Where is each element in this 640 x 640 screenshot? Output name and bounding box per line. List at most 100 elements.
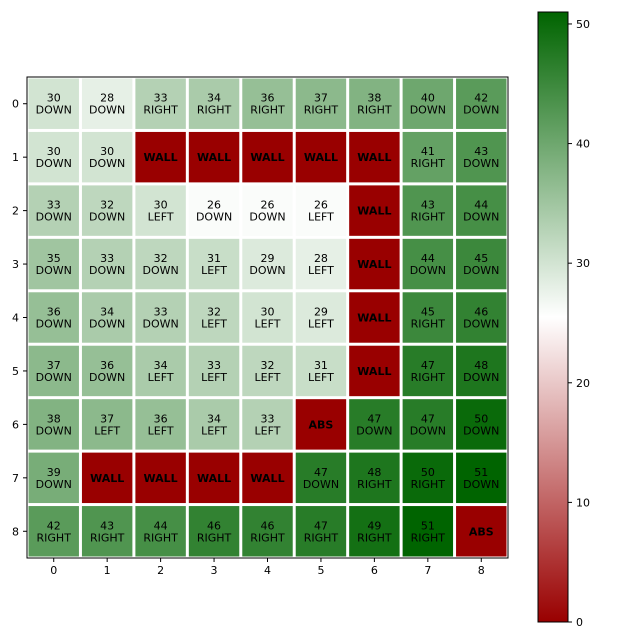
cell-action: DOWN — [36, 371, 72, 384]
cell-action: DOWN — [356, 424, 392, 437]
heatmap-cell — [349, 292, 400, 343]
heatmap-cell — [295, 131, 347, 183]
heatmap-cell — [81, 78, 133, 129]
cell-action: RIGHT — [357, 478, 392, 491]
heatmap-cell — [188, 399, 240, 450]
y-axis: 0 1 2 3 4 5 6 7 8 — [12, 98, 27, 538]
heatmap-cell — [135, 238, 186, 290]
cell-label: WALL — [250, 472, 284, 485]
cell-value: 43 — [474, 145, 488, 158]
heatmap-cell — [402, 238, 454, 290]
cell-action: DOWN — [463, 264, 499, 277]
cell-value: 26 — [314, 199, 328, 212]
heatmap-cell — [295, 345, 347, 397]
cell-action: RIGHT — [411, 157, 446, 170]
heatmap-cell — [28, 185, 79, 236]
x-tick-label: 7 — [424, 564, 431, 577]
cell-value: 36 — [261, 92, 275, 105]
cell-value: 36 — [154, 412, 168, 425]
heatmap-cell — [242, 452, 293, 504]
heatmap-cell — [81, 292, 133, 343]
cell-value: 42 — [474, 92, 488, 105]
cell-value: 45 — [421, 306, 435, 319]
cell-action: LEFT — [308, 371, 334, 384]
heatmap-cell — [28, 399, 79, 450]
x-tick-label: 0 — [50, 564, 57, 577]
cell-label: WALL — [197, 472, 231, 485]
cell-action: RIGHT — [197, 104, 232, 117]
heatmap-cell — [349, 399, 400, 450]
cell-action: DOWN — [410, 424, 446, 437]
cell-action: RIGHT — [411, 531, 446, 544]
heatmap-cell — [295, 506, 347, 557]
x-tick-label: 8 — [478, 564, 485, 577]
cell-action: RIGHT — [250, 531, 285, 544]
cell-action: LEFT — [201, 371, 227, 384]
cell-value: 47 — [314, 466, 328, 479]
cell-action: DOWN — [89, 371, 125, 384]
cell-value: 29 — [261, 252, 275, 265]
cell-value: 46 — [261, 519, 275, 532]
heatmap-cell — [188, 506, 240, 557]
cell-value: 35 — [47, 252, 61, 265]
cell-action: DOWN — [249, 211, 285, 224]
cell-action: DOWN — [410, 264, 446, 277]
cell-action: DOWN — [36, 157, 72, 170]
cell-value: 33 — [261, 412, 275, 425]
cell-action: RIGHT — [411, 318, 446, 331]
y-tick-label: 5 — [12, 365, 19, 378]
cell-value: 30 — [100, 145, 114, 158]
cell-action: DOWN — [89, 211, 125, 224]
cell-value: 26 — [261, 199, 275, 212]
heatmap-cell — [135, 399, 186, 450]
cell-action: LEFT — [308, 264, 334, 277]
colorbar-gradient — [537, 11, 569, 623]
heatmap-cell — [188, 185, 240, 236]
cell-value: 33 — [100, 252, 114, 265]
x-tick-label: 2 — [157, 564, 164, 577]
heatmap-cell — [135, 506, 186, 557]
cell-value: 44 — [474, 199, 488, 212]
cell-action: RIGHT — [411, 371, 446, 384]
heatmap-cell — [402, 185, 454, 236]
cell-action: DOWN — [463, 478, 499, 491]
heatmap-cell — [81, 131, 133, 183]
heatmap-cell — [28, 345, 79, 397]
cell-action: RIGHT — [143, 531, 178, 544]
heatmap-cell — [456, 292, 507, 343]
cell-value: 38 — [367, 92, 381, 105]
heatmap-cell — [81, 506, 133, 557]
heatmap-cell — [28, 452, 79, 504]
heatmap-cell — [295, 238, 347, 290]
heatmap-cell — [81, 452, 133, 504]
cell-value: 47 — [367, 412, 381, 425]
cell-value: 39 — [47, 466, 61, 479]
cell-action: LEFT — [255, 424, 281, 437]
heatmap-cell — [295, 452, 347, 504]
heatmap-cell — [402, 506, 454, 557]
cell-value: 50 — [421, 466, 435, 479]
cell-value: 30 — [47, 145, 61, 158]
x-tick-label: 3 — [211, 564, 218, 577]
cell-value: 47 — [421, 359, 435, 372]
cell-action: DOWN — [463, 104, 499, 117]
y-tick-label: 1 — [12, 151, 19, 164]
cell-action: DOWN — [196, 211, 232, 224]
cell-action: DOWN — [36, 104, 72, 117]
cell-value: 46 — [474, 306, 488, 319]
cell-value: 32 — [100, 199, 114, 212]
heatmap-cell — [295, 78, 347, 129]
cell-action: DOWN — [463, 157, 499, 170]
cell-action: RIGHT — [357, 104, 392, 117]
cell-action: RIGHT — [37, 531, 72, 544]
cell-action: LEFT — [308, 318, 334, 331]
heatmap-cell — [456, 78, 507, 129]
heatmap-cell — [242, 78, 293, 129]
heatmap-cell — [349, 78, 400, 129]
heatmap-cell — [402, 131, 454, 183]
heatmap-cell — [456, 506, 507, 557]
cell-action: LEFT — [201, 424, 227, 437]
cell-action: DOWN — [36, 318, 72, 331]
heatmap-cell — [81, 399, 133, 450]
